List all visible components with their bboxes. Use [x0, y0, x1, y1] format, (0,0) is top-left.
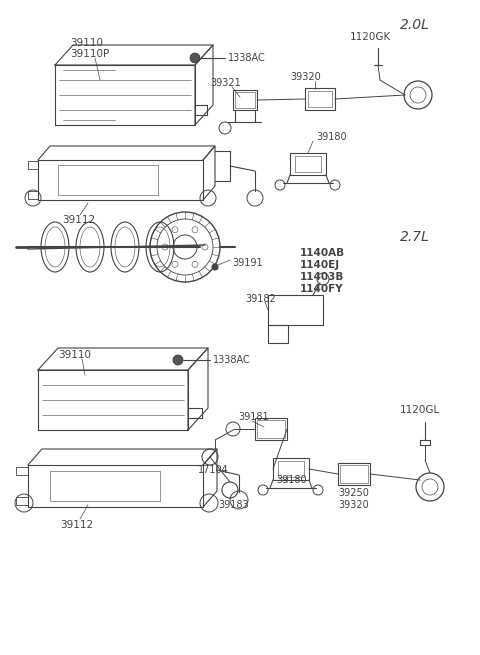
Bar	[268, 295, 323, 325]
Bar	[305, 88, 335, 110]
Text: 1120GK: 1120GK	[350, 32, 391, 42]
Bar	[58, 165, 158, 195]
Bar	[16, 497, 28, 505]
Bar	[255, 418, 287, 440]
Text: 39320: 39320	[290, 72, 321, 82]
Text: 39180: 39180	[316, 132, 347, 142]
Text: 2.0L: 2.0L	[400, 18, 430, 32]
Text: 1338AC: 1338AC	[213, 355, 251, 365]
Bar	[235, 92, 255, 108]
Bar	[295, 156, 321, 172]
Text: 2.7L: 2.7L	[400, 230, 430, 244]
Text: 11403B: 11403B	[300, 272, 344, 282]
Text: 39110: 39110	[58, 350, 91, 360]
Text: 1140AB: 1140AB	[300, 248, 345, 258]
Text: 39110: 39110	[70, 38, 103, 48]
Text: 1338AC: 1338AC	[228, 53, 266, 63]
Circle shape	[190, 53, 200, 63]
Text: 39250: 39250	[338, 488, 369, 498]
Text: 39112: 39112	[62, 215, 95, 225]
Text: 39182: 39182	[245, 294, 276, 304]
Bar	[28, 161, 38, 169]
Bar	[50, 471, 160, 501]
Text: 39110P: 39110P	[70, 49, 109, 59]
Text: 1140FY: 1140FY	[300, 284, 344, 294]
Bar	[338, 463, 370, 485]
Text: 39191: 39191	[232, 258, 263, 268]
Bar	[257, 420, 285, 438]
Circle shape	[173, 355, 183, 365]
Bar	[308, 91, 332, 107]
Text: 39320: 39320	[338, 500, 369, 510]
Text: 39181: 39181	[238, 412, 269, 422]
Text: 39180: 39180	[276, 475, 307, 485]
Text: 1140EJ: 1140EJ	[300, 260, 340, 270]
Text: 39321: 39321	[210, 78, 241, 88]
Circle shape	[212, 264, 218, 270]
Bar	[28, 191, 38, 199]
Bar	[16, 467, 28, 475]
Text: 39112: 39112	[60, 520, 93, 530]
Bar	[278, 461, 304, 477]
Text: 1120GL: 1120GL	[400, 405, 440, 415]
Bar	[233, 90, 257, 110]
Bar	[268, 325, 288, 343]
Text: 17104: 17104	[198, 465, 229, 475]
Bar	[290, 153, 326, 175]
Bar	[340, 465, 368, 483]
Text: 39183: 39183	[218, 500, 249, 510]
Bar	[273, 458, 309, 480]
